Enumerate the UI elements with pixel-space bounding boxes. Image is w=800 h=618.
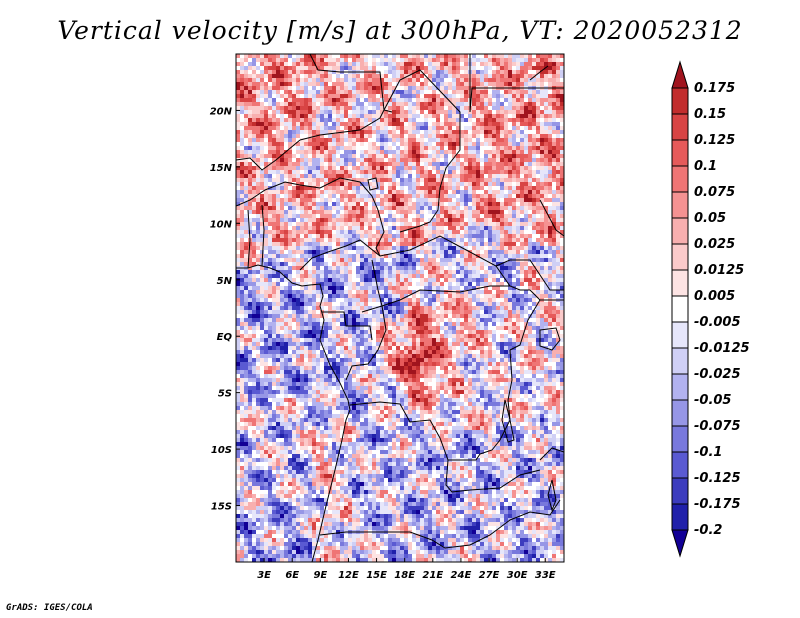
border-car [379, 235, 530, 291]
border-cameroon-car [361, 259, 383, 313]
x-tick-label: 27E [479, 570, 500, 581]
border-nigeria-chad [375, 209, 385, 257]
border-congo [345, 305, 387, 381]
border-angola-zambia [445, 459, 541, 493]
colorbar-swatch [671, 191, 689, 219]
border-drc-uganda [509, 289, 541, 351]
colorbar-label: 0.125 [694, 133, 735, 148]
border-drc-angola [349, 401, 481, 461]
x-tick-label: 21E [422, 570, 443, 581]
colorbar-swatch [671, 113, 689, 141]
colorbar-swatch [671, 321, 689, 349]
red-sea-coast [529, 65, 549, 81]
border-car-drc [381, 285, 510, 307]
x-tick-label: 24E [451, 570, 472, 581]
border-tanzania [539, 447, 564, 461]
colorbar-label: -0.025 [694, 367, 741, 382]
lake-malawi [547, 479, 557, 512]
border-libya-algeria [309, 54, 393, 113]
border-nigeria-cameroon [299, 239, 381, 271]
border-ghana [247, 209, 251, 269]
chart-title: Vertical velocity [m/s] at 300hPa, VT: 2… [57, 16, 743, 45]
colorbar-label: 0.1 [694, 159, 717, 174]
colorbar-swatch [671, 139, 689, 167]
colorbar-label: 0.075 [694, 185, 735, 200]
lake-tanganyika [501, 399, 515, 443]
y-tick-label: 15N [210, 163, 233, 174]
y-tick-label: 5S [218, 389, 232, 400]
border-gabon [322, 311, 373, 341]
velocity-field [236, 54, 564, 562]
colorbar-label: -0.175 [694, 497, 741, 512]
border-zambia-zimbabwe [469, 499, 561, 546]
colorbar-swatch [671, 60, 689, 89]
lake-chad [367, 177, 379, 191]
colorbar-swatch [671, 269, 689, 297]
map-frame [235, 53, 565, 563]
border-chad-sudan [383, 69, 461, 233]
colorbar-swatch [671, 217, 689, 245]
x-tick-label: 6E [285, 570, 299, 581]
colorbar-swatch [671, 295, 689, 323]
border-south-sudan-east [495, 259, 564, 291]
y-tick-label: 20N [210, 106, 233, 117]
colorbar-label: 0.005 [694, 289, 735, 304]
colorbar-label: 0.025 [694, 237, 735, 252]
colorbar-label: 0.15 [694, 107, 726, 122]
colorbar-swatch [671, 243, 689, 271]
colorbar-swatch [671, 451, 689, 479]
border-benin-togo [261, 204, 265, 267]
x-tick-label: 18E [394, 570, 415, 581]
colorbar-label: -0.0125 [694, 341, 750, 356]
colorbar-swatch [671, 425, 689, 453]
y-tick-label: 10N [210, 219, 233, 230]
border-westafrica-north [236, 177, 379, 211]
colorbar-swatch [671, 477, 689, 505]
y-tick-label: 10S [211, 445, 232, 456]
border-mali-niger [236, 139, 301, 171]
border-ethiopia [539, 199, 564, 237]
colorbar-swatch [671, 373, 689, 401]
colorbar-swatch [671, 503, 689, 531]
border-egypt-sudan [469, 54, 564, 113]
colorbar-swatch [671, 399, 689, 427]
colorbar-label: -0.1 [694, 445, 722, 460]
y-tick-label: 15S [211, 502, 232, 513]
colorbar-label: 0.0125 [694, 263, 744, 278]
colorbar-swatch [671, 165, 689, 193]
border-niger-chad [299, 109, 385, 141]
map-axes: 3E 6E 9E 12E 15E 18E 21E 24E 27E 30E 33E 20N 15N 10N 5… [210, 106, 556, 581]
colorbar-swatch [671, 347, 689, 375]
colorbar-swatch [671, 529, 689, 558]
country-boundaries [236, 54, 564, 562]
x-tick-label: 33E [535, 570, 556, 581]
x-tick-label: 12E [338, 570, 359, 581]
colorbar-label: 0.175 [694, 81, 735, 96]
y-tick-label: 5N [217, 276, 233, 287]
colorbar-label: -0.005 [694, 315, 741, 330]
x-tick-label: 3E [257, 570, 271, 581]
colorbar-label: 0.05 [694, 211, 726, 226]
x-tick-label: 9E [313, 570, 327, 581]
x-tick-label: 30E [507, 570, 528, 581]
colorbar-label: -0.125 [694, 471, 741, 486]
y-tick-label: EQ [217, 332, 233, 343]
colorbar: 0.175 0.15 0.125 0.1 0.075 0.05 0.025 0.0125 0.0… [671, 60, 750, 558]
colorbar-swatch [671, 87, 689, 115]
border-angola-namibia [319, 531, 471, 549]
colorbar-label: -0.2 [694, 523, 722, 538]
coastline [236, 264, 351, 562]
colorbar-label: -0.05 [694, 393, 731, 408]
grads-credit: GrADS: IGES/COLA [6, 603, 93, 613]
colorbar-label: -0.075 [694, 419, 741, 434]
x-tick-label: 15E [366, 570, 387, 581]
lake-victoria [539, 327, 561, 351]
